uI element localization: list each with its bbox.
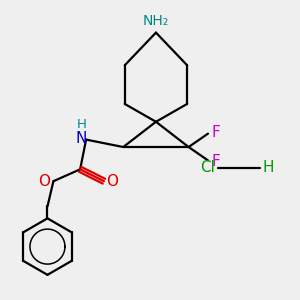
Text: Cl: Cl (200, 160, 215, 175)
Text: H: H (77, 118, 87, 131)
Text: N: N (76, 130, 87, 146)
Text: H: H (263, 160, 274, 175)
Text: F: F (212, 125, 220, 140)
Text: O: O (106, 174, 118, 189)
Text: NH₂: NH₂ (143, 14, 169, 28)
Text: F: F (212, 154, 220, 169)
Text: O: O (38, 174, 50, 189)
